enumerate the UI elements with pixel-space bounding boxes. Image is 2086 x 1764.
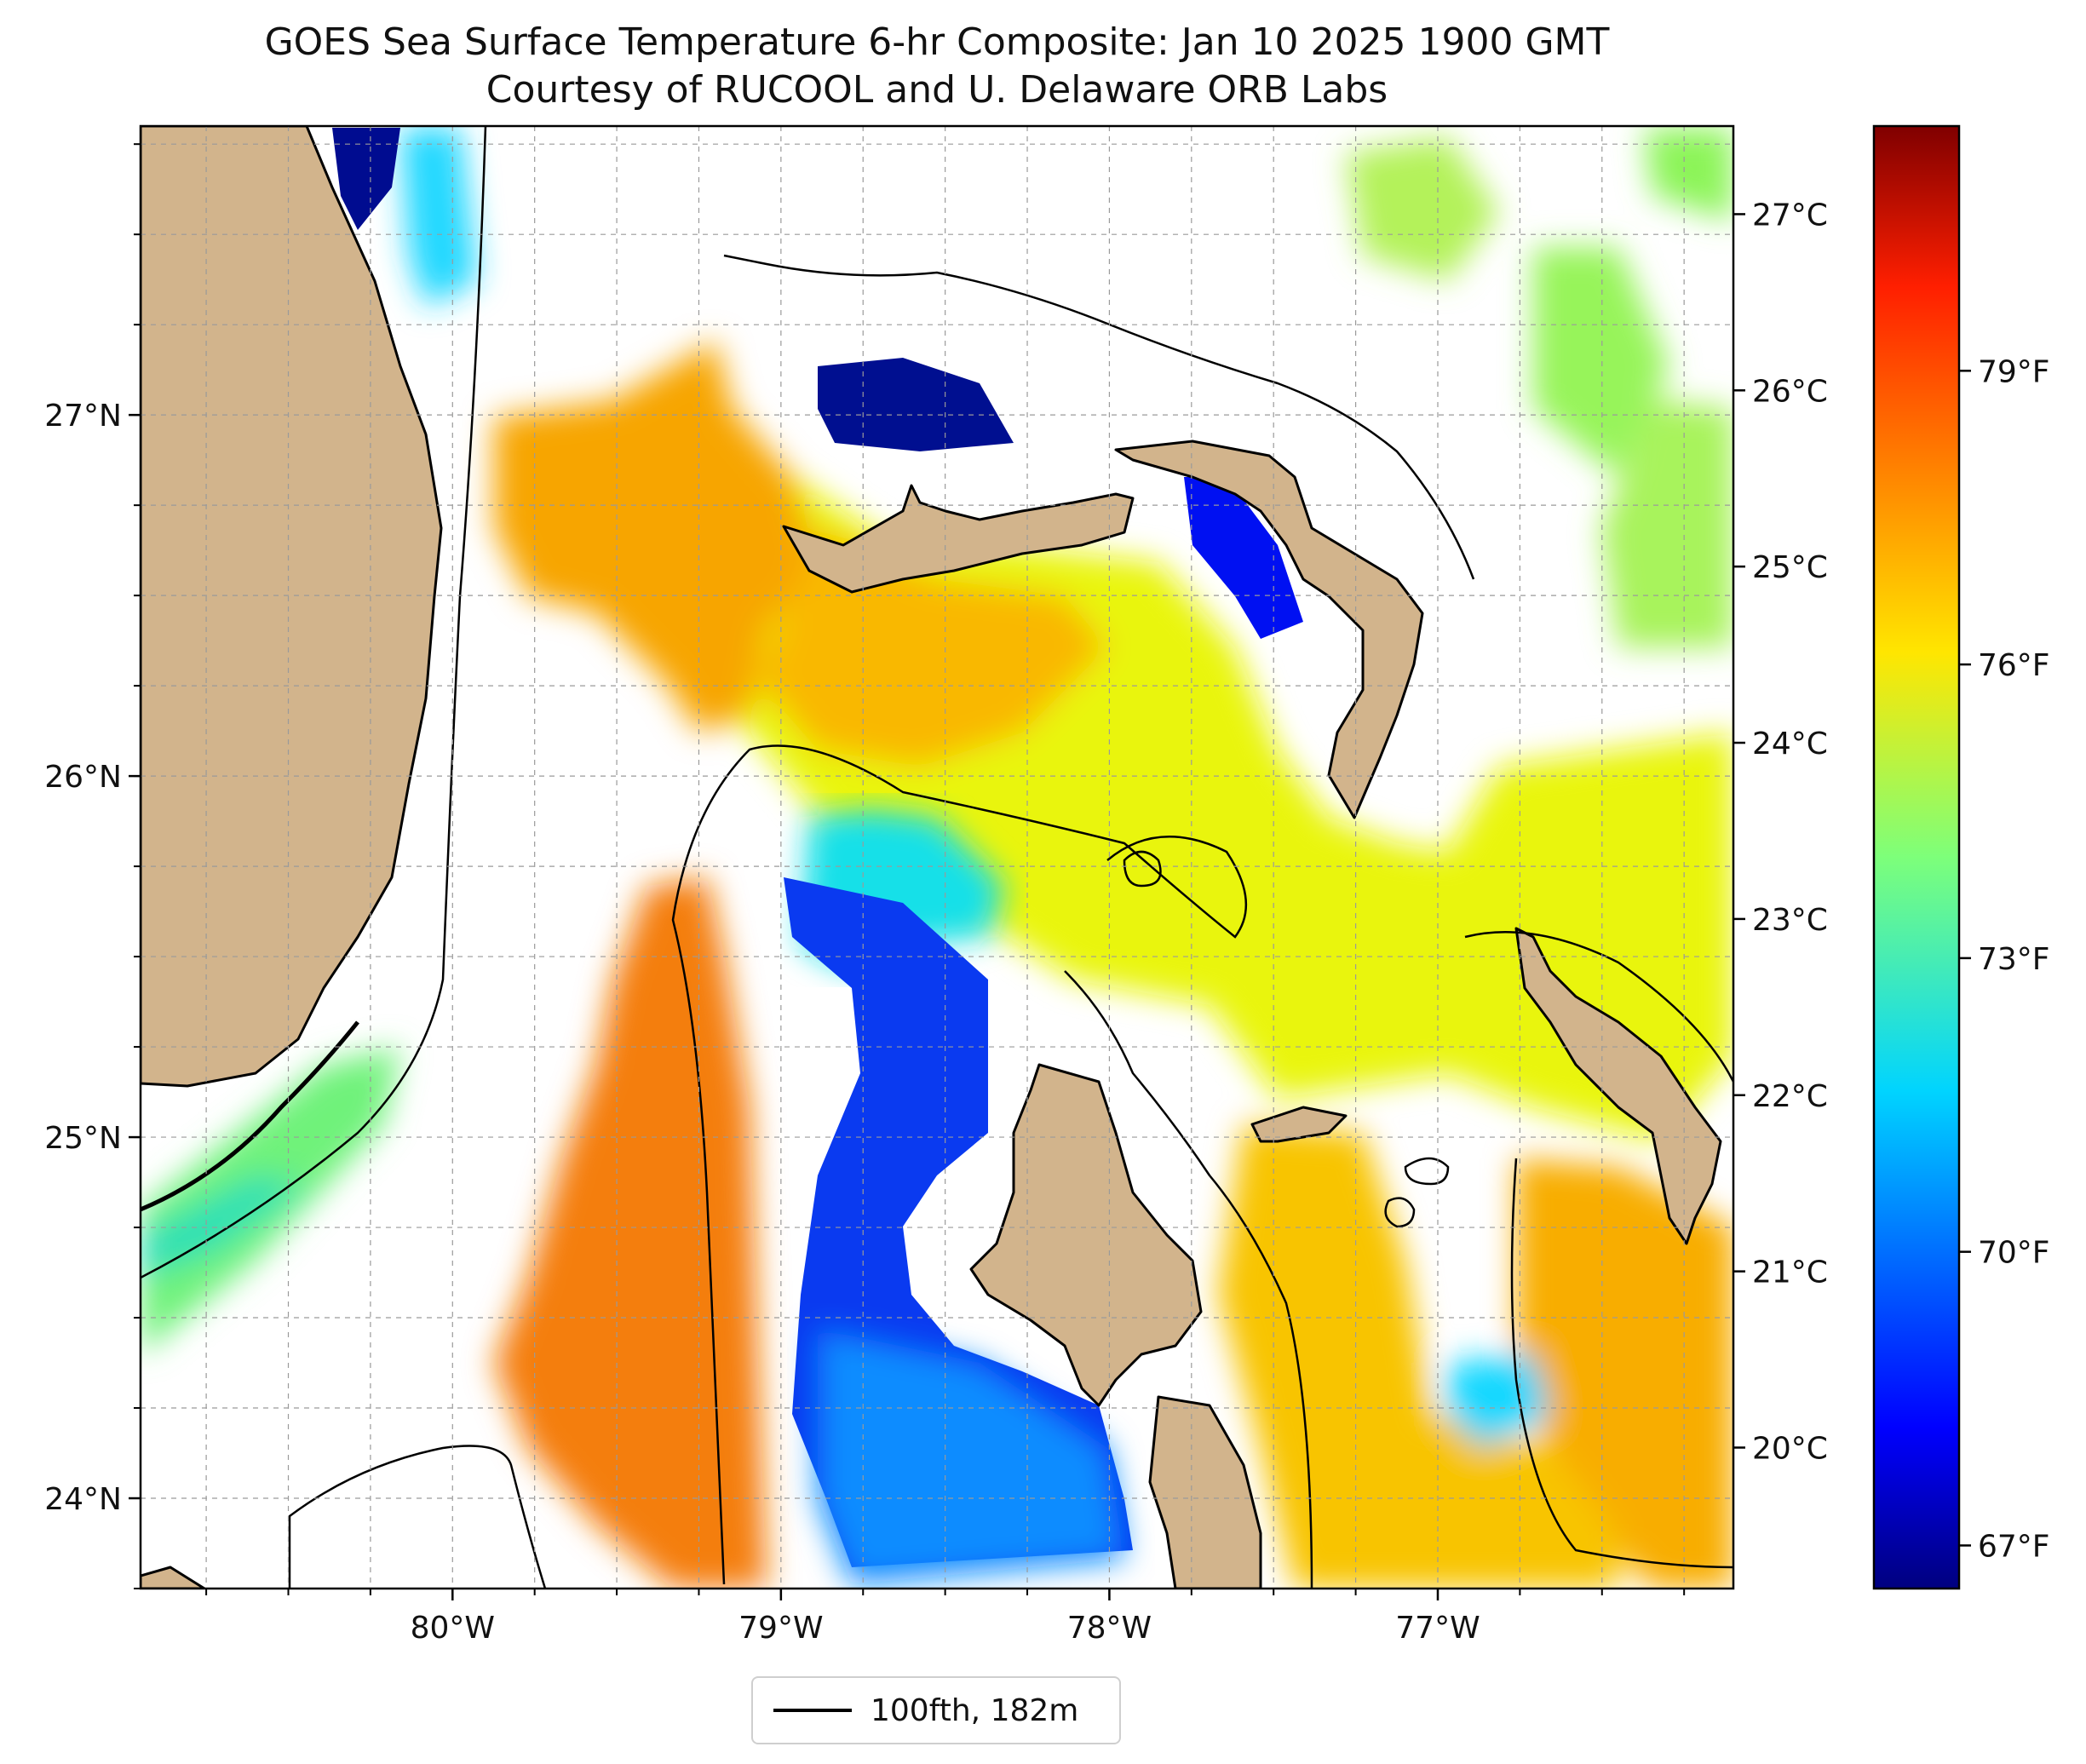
- lon-tick-label: 78°W: [1067, 1611, 1152, 1646]
- fahrenheit-tick-label: 73°F: [1978, 942, 2050, 977]
- abaco-island: [1114, 440, 1424, 819]
- lat-tick-label: 26°N: [44, 760, 122, 795]
- new-providence-island: [1250, 1106, 1348, 1143]
- andros-island-north: [969, 1063, 1203, 1407]
- lon-tick-label: 77°W: [1395, 1611, 1480, 1646]
- sst-cyan-north: [400, 128, 477, 307]
- sst-coldest-patch-1: [818, 358, 1014, 451]
- eleuthera-island: [1514, 927, 1722, 1245]
- land: [141, 126, 1722, 1589]
- legend-label: 100fth, 182m: [871, 1692, 1079, 1728]
- sst-green-patch-3: [1644, 128, 1733, 221]
- isobath-small-bank-1: [1404, 1157, 1450, 1186]
- legend: 100fth, 182m: [751, 1676, 1121, 1744]
- sst-keys-cyan: [141, 1175, 307, 1278]
- map-title: GOES Sea Surface Temperature 6-hr Compos…: [264, 20, 1610, 64]
- celsius-tick-label: 27°C: [1752, 198, 1828, 233]
- longitude-ticks: 80°W 79°W 78°W 77°W: [205, 1589, 1686, 1646]
- fahrenheit-tick-label: 79°F: [1978, 354, 2050, 389]
- celsius-tick-label: 21°C: [1752, 1255, 1828, 1290]
- isobath-small-bank-3: [1123, 850, 1162, 888]
- lat-tick-label: 24°N: [44, 1482, 122, 1517]
- fahrenheit-ticks: 79°F 76°F 73°F 70°F 67°F: [1959, 354, 2050, 1564]
- celsius-tick-label: 22°C: [1752, 1079, 1828, 1114]
- isobath-totu-west: [671, 744, 1248, 1585]
- sst-green-patch-4: [1601, 400, 1733, 647]
- florida-keys: [141, 1020, 359, 1212]
- fahrenheit-tick-label: 67°F: [1978, 1529, 2050, 1564]
- map-frame: [139, 124, 1735, 1590]
- lon-tick-label: 79°W: [738, 1611, 823, 1646]
- legend-line-swatch: [773, 1709, 852, 1712]
- isobath-small-bank-2: [1384, 1197, 1416, 1228]
- tongue-of-the-ocean: [784, 809, 1133, 1584]
- fahrenheit-tick-label: 76°F: [1978, 648, 2050, 683]
- gridlines: [141, 126, 1733, 1589]
- sst-coldest-patch-north: [332, 128, 400, 230]
- grand-bahama-island: [782, 484, 1135, 594]
- isobath-little-bahama-north: [723, 254, 1475, 580]
- map-subtitle: Courtesy of RUCOOL and U. Delaware ORB L…: [486, 68, 1388, 112]
- sst-florida-current: [494, 877, 767, 1589]
- latitude-ticks: 27°N 26°N 25°N 24°N: [44, 143, 141, 1589]
- celsius-tick-label: 26°C: [1752, 374, 1828, 409]
- sst-field: [141, 128, 1733, 1589]
- celsius-axis: 27°C 26°C 25°C 24°C 23°C 22°C 21°C 20°C: [1733, 198, 1828, 1467]
- isobath-great-bahama-west: [1064, 970, 1313, 1589]
- isobath-100fth: [141, 126, 1733, 1589]
- lat-tick-label: 27°N: [44, 399, 122, 434]
- sst-orange-exuma: [1218, 1124, 1618, 1589]
- isobath-cay-sal: [288, 1445, 547, 1589]
- sst-green-patch-2: [1533, 247, 1669, 477]
- lon-tick-label: 80°W: [411, 1611, 495, 1646]
- cay-sal-bank-edge: [141, 1566, 206, 1589]
- totu-light-blue: [818, 1329, 1124, 1584]
- fahrenheit-tick-label: 70°F: [1978, 1236, 2050, 1271]
- lat-tick-label: 25°N: [44, 1121, 122, 1156]
- celsius-tick-label: 23°C: [1752, 903, 1828, 938]
- isobath-florida: [141, 126, 487, 1279]
- colorbar: [1872, 124, 1961, 1590]
- isobath-eleuthera: [1464, 931, 1733, 1083]
- andros-island-south: [1148, 1395, 1262, 1589]
- sst-green-patch-1: [1346, 136, 1499, 281]
- celsius-tick-label: 20°C: [1752, 1432, 1828, 1467]
- isobath-exuma-sound: [1510, 1158, 1733, 1569]
- sst-orange-north: [494, 341, 818, 733]
- celsius-tick-label: 25°C: [1752, 550, 1828, 585]
- florida-peninsula: [141, 126, 443, 1088]
- celsius-tick-label: 24°C: [1752, 727, 1828, 761]
- map-area: [141, 126, 1733, 1589]
